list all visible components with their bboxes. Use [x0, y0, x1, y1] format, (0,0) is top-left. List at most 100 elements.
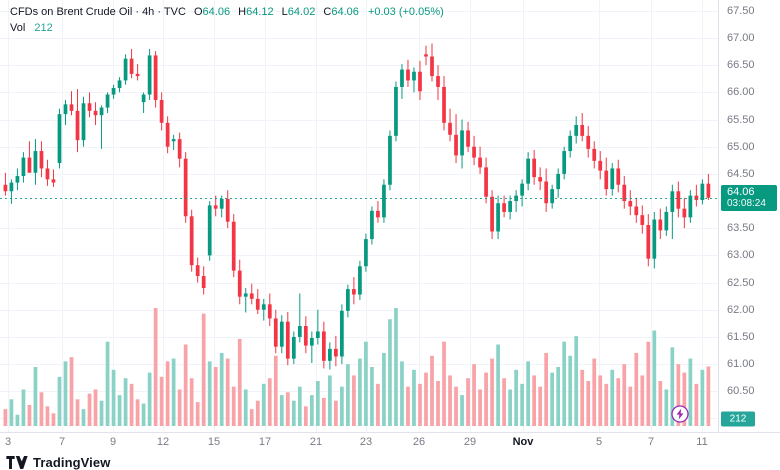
volume-bar — [285, 392, 290, 426]
candle-body — [57, 114, 62, 164]
lightning-bolt-icon[interactable] — [671, 405, 689, 423]
candle-body — [334, 348, 338, 357]
volume-bar — [291, 400, 296, 426]
volume-bar — [279, 395, 284, 426]
time-tick: 26 — [412, 436, 426, 448]
volume-bar — [195, 402, 200, 426]
volume-bar — [15, 414, 20, 426]
candle-body — [321, 331, 326, 361]
candle-body — [610, 168, 615, 190]
volume-bar — [538, 386, 543, 426]
candle-body — [682, 208, 687, 218]
price-tick: 65.50 — [727, 113, 755, 126]
candle-body — [21, 157, 26, 177]
candle-body — [129, 58, 134, 74]
volume-bar — [21, 389, 26, 426]
candle-body — [111, 88, 116, 95]
volume-bar — [574, 336, 579, 426]
price-axis[interactable]: 67.50 67.00 66.50 66.00 65.50 65.00 64.50 63.50… — [718, 0, 780, 432]
volume-bar — [225, 358, 230, 426]
candle-body — [135, 73, 140, 77]
candle-body — [628, 201, 633, 207]
candle-body — [153, 55, 158, 100]
volume-bar — [321, 397, 326, 426]
candle-body — [646, 224, 651, 259]
price-tick: 65.00 — [727, 140, 755, 153]
legend-row-volume: Vol 212 — [10, 21, 444, 35]
chart-legend: CFDs on Brent Crude Oil · 4h · TVC O64.0… — [10, 5, 444, 35]
volume-bar — [249, 409, 254, 426]
candle-body — [454, 134, 458, 156]
volume-bar — [382, 352, 386, 426]
price-tick: 63.50 — [727, 222, 755, 235]
legend-volume-label: Vol — [10, 22, 26, 34]
legend-close-label: C — [323, 6, 332, 18]
volume-bar — [478, 389, 482, 426]
volume-bar — [364, 341, 368, 426]
volume-bar — [694, 383, 699, 426]
chart-plot-area[interactable] — [0, 0, 718, 432]
candle-body — [117, 80, 122, 89]
volume-bar — [57, 376, 62, 426]
volume-bar — [111, 369, 116, 426]
candle-body — [51, 179, 56, 183]
volume-bar — [183, 344, 188, 426]
candle-body — [688, 195, 693, 218]
volume-bar — [502, 378, 506, 426]
candle-body — [219, 198, 224, 209]
volume-bar — [646, 341, 651, 426]
candle-body — [460, 130, 464, 156]
volume-bar — [706, 366, 711, 426]
candle-body — [412, 71, 416, 81]
candle-body — [141, 94, 146, 103]
candle-body — [309, 337, 314, 346]
candle-body — [9, 182, 14, 192]
time-tick: 7 — [647, 436, 655, 448]
time-axis[interactable]: 3 7 9 12 15 17 21 23 26 29 Nov 5 7 11 — [0, 432, 780, 455]
candle-body — [574, 124, 579, 136]
volume-bar — [147, 372, 152, 426]
candle-body — [694, 195, 699, 200]
volume-bar — [177, 389, 182, 426]
volume-badge: 212 — [721, 411, 755, 427]
candle-body — [3, 184, 8, 192]
time-tick: 23 — [359, 436, 373, 448]
volume-bar — [171, 358, 176, 426]
candle-body — [261, 304, 266, 310]
legend-low-label: L — [281, 6, 288, 18]
time-tick: 3 — [4, 436, 12, 448]
volume-bar — [129, 383, 134, 426]
candle-body — [592, 148, 597, 161]
candle-body — [520, 183, 524, 196]
candle-body — [165, 122, 170, 147]
volume-bar — [3, 409, 8, 426]
volume-bar — [123, 378, 128, 426]
volume-bar — [117, 395, 122, 426]
time-tick: 7 — [58, 436, 66, 448]
candle-body — [81, 103, 86, 141]
volume-bar — [51, 413, 56, 426]
volume-bar — [9, 399, 14, 426]
time-tick: 17 — [258, 436, 272, 448]
tradingview-wordmark: TradingView — [33, 454, 111, 470]
volume-bar — [400, 361, 404, 426]
candle-body — [586, 135, 591, 149]
candle-body — [436, 76, 440, 87]
candle-body — [448, 122, 452, 135]
volume-bar — [658, 381, 663, 426]
legend-symbol[interactable]: CFDs on Brent Crude Oil — [10, 6, 133, 18]
candle-body — [171, 139, 176, 142]
candle-body — [526, 158, 530, 184]
candle-body — [87, 103, 92, 111]
candle-body — [213, 205, 218, 209]
chart-canvas[interactable] — [0, 0, 718, 432]
legend-open-label: O — [193, 6, 203, 18]
candle-body — [189, 216, 194, 266]
candle-body — [568, 135, 573, 152]
legend-interval[interactable]: 4h — [142, 6, 155, 18]
volume-bar — [682, 372, 687, 426]
candle-body — [75, 110, 80, 141]
time-tick: 21 — [309, 436, 323, 448]
candle-body — [418, 71, 422, 92]
candle-body — [394, 86, 398, 136]
